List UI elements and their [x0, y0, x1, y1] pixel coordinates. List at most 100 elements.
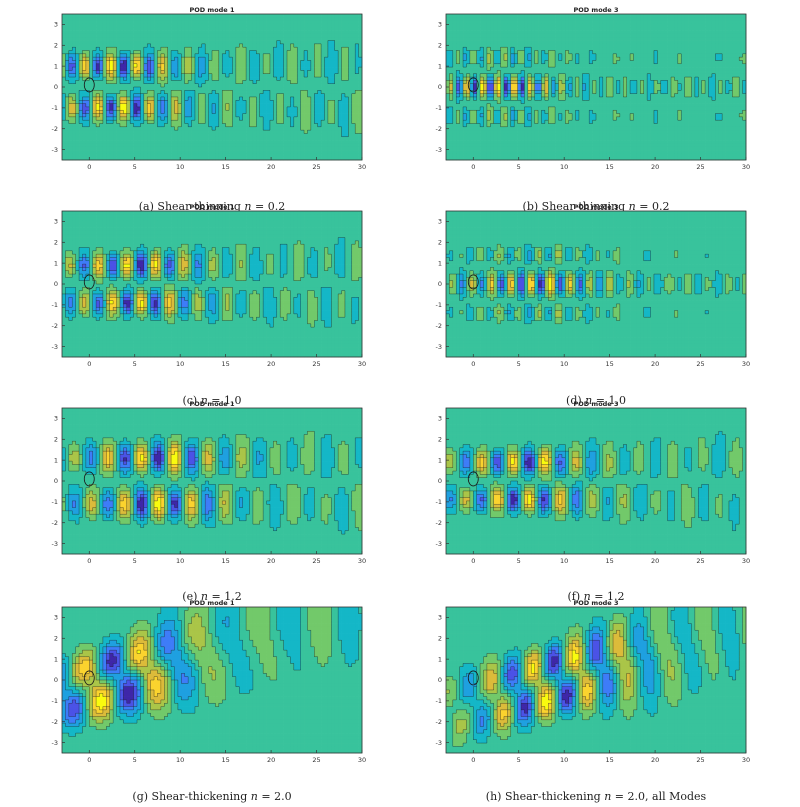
field-cell [698, 51, 702, 55]
field-cell [65, 37, 69, 41]
field-cell [685, 14, 689, 18]
field-cell [497, 17, 501, 21]
field-cell [654, 44, 658, 48]
field-cell [314, 51, 318, 55]
field-cell [100, 14, 104, 18]
field-cell [185, 14, 189, 18]
field-cell [215, 34, 219, 38]
field-cell [144, 94, 148, 98]
field-cell [345, 143, 349, 147]
field-cell [304, 133, 308, 137]
field-cell [541, 34, 545, 38]
field-cell [473, 21, 477, 25]
field-cell [311, 147, 315, 151]
field-cell [100, 153, 104, 157]
field-cell [480, 21, 484, 25]
field-cell [637, 41, 641, 45]
field-cell [480, 31, 484, 35]
field-cell [93, 140, 97, 144]
field-cell [72, 153, 76, 157]
field-cell [82, 14, 86, 18]
field-cell [569, 47, 573, 51]
field-cell [606, 41, 610, 45]
field-cell [311, 137, 315, 141]
field-cell [106, 127, 110, 131]
field-cell [355, 107, 359, 111]
field-cell [524, 27, 528, 31]
field-cell [661, 27, 665, 31]
field-cell [287, 37, 291, 41]
field-cell [185, 127, 189, 131]
field-cell [352, 41, 356, 45]
field-cell [192, 133, 196, 137]
field-cell [270, 87, 274, 91]
field-cell [280, 140, 284, 144]
field-cell [106, 47, 110, 51]
field-cell [222, 117, 226, 121]
field-cell [473, 37, 477, 41]
field-cell [511, 31, 515, 35]
field-cell [494, 27, 498, 31]
field-cell [674, 24, 678, 28]
field-cell [627, 24, 631, 28]
field-cell [273, 17, 277, 21]
field-cell [620, 44, 624, 48]
field-cell [610, 31, 614, 35]
field-cell [657, 17, 661, 21]
field-cell [345, 153, 349, 157]
field-cell [226, 37, 230, 41]
field-cell [134, 80, 138, 84]
field-cell [86, 21, 90, 25]
field-cell [219, 51, 223, 55]
field-cell [86, 137, 90, 141]
field-cell [86, 44, 90, 48]
field-cell [219, 37, 223, 41]
field-cell [263, 34, 267, 38]
field-cell [219, 153, 223, 157]
field-cell [331, 87, 335, 91]
field-cell [328, 27, 332, 31]
field-cell [688, 37, 692, 41]
field-cell [548, 37, 552, 41]
field-cell [76, 34, 80, 38]
field-cell [352, 114, 356, 118]
field-cell [86, 140, 90, 144]
field-cell [342, 140, 346, 144]
field-cell [719, 41, 723, 45]
field-cell [314, 60, 318, 64]
field-cell [154, 130, 158, 134]
field-cell [222, 147, 226, 151]
field-cell [335, 24, 339, 28]
field-cell [96, 31, 100, 35]
field-cell [352, 150, 356, 154]
field-cell [640, 51, 644, 55]
field-cell [335, 31, 339, 35]
field-cell [226, 133, 230, 137]
field-cell [719, 24, 723, 28]
field-cell [113, 37, 117, 41]
field-cell [314, 127, 318, 131]
field-cell [263, 150, 267, 154]
field-cell [250, 153, 254, 157]
field-cell [352, 140, 356, 144]
field-cell [229, 140, 233, 144]
field-cell [736, 47, 740, 51]
field-cell [634, 51, 638, 55]
field-cell [219, 34, 223, 38]
field-cell [205, 21, 209, 25]
field-cell [287, 41, 291, 45]
field-cell [256, 31, 260, 35]
field-cell [348, 17, 352, 21]
field-cell [301, 21, 305, 25]
field-cell [277, 57, 281, 61]
field-cell [702, 31, 706, 35]
field-cell [709, 34, 713, 38]
field-cell [198, 107, 202, 111]
field-cell [297, 153, 301, 157]
field-cell [620, 47, 624, 51]
field-cell [277, 107, 281, 111]
field-cell [236, 60, 240, 64]
field-cell [161, 127, 165, 131]
field-cell [355, 77, 359, 81]
field-cell [504, 24, 508, 28]
